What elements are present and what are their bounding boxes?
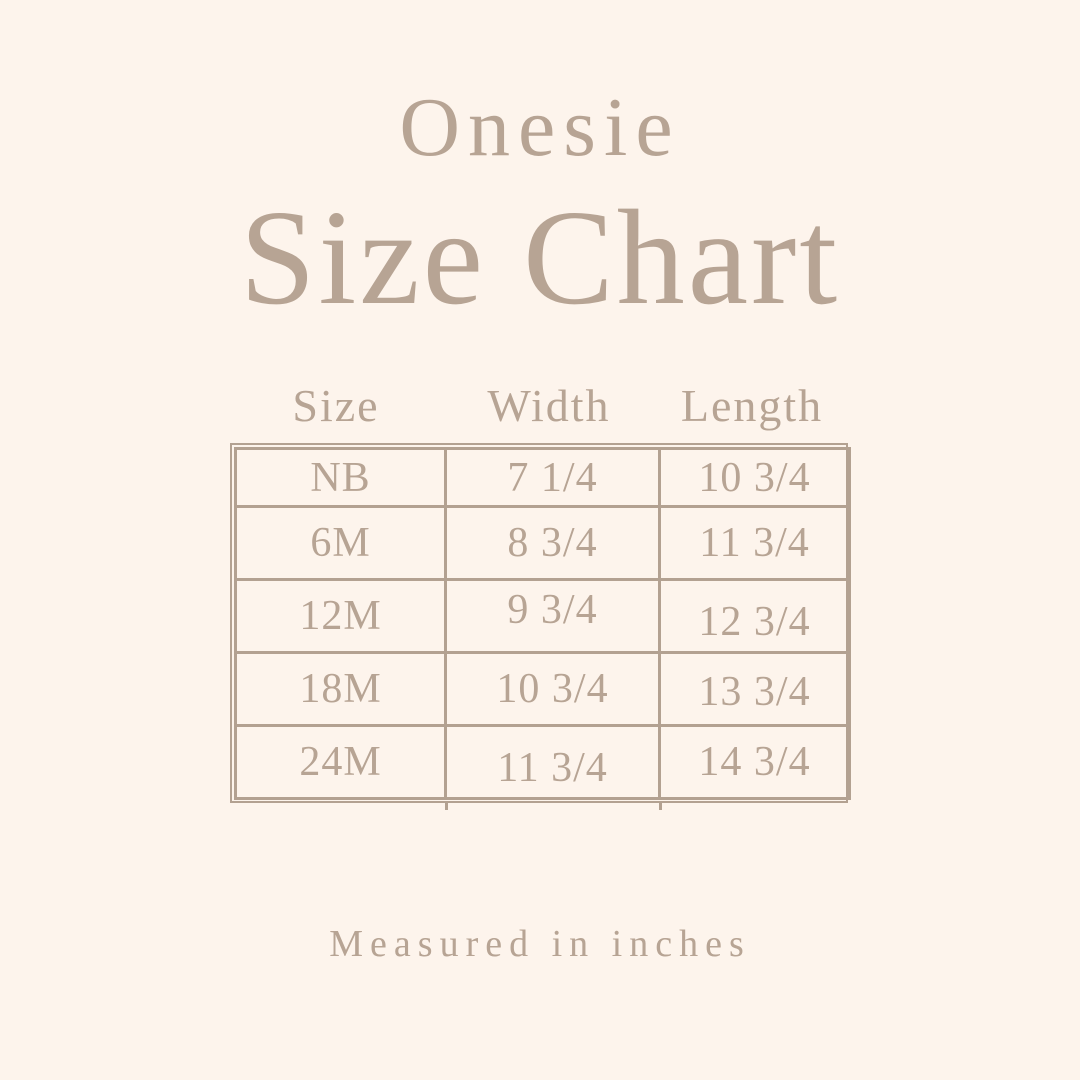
table-column-headers: Size Width Length — [230, 378, 848, 433]
table-row: NB 7 1/4 10 3/4 — [234, 447, 851, 508]
cell-size: 6M — [234, 505, 447, 581]
cell-length: 13 3/4 — [658, 654, 851, 730]
column-header-width: Width — [487, 380, 611, 431]
table-row: 24M 11 3/4 14 3/4 — [234, 724, 851, 806]
cell-length: 14 3/4 — [658, 724, 851, 800]
poster-title: Size Chart — [239, 183, 841, 333]
table-row: 18M 10 3/4 13 3/4 — [234, 651, 851, 730]
column-header-length: Length — [680, 380, 824, 431]
column-separator-overhang — [659, 801, 662, 810]
cell-width: 10 3/4 — [444, 651, 661, 727]
table-row: 6M 8 3/4 11 3/4 — [234, 505, 851, 581]
cell-size: 24M — [234, 724, 447, 800]
cell-size: NB — [234, 447, 447, 508]
size-table-frame: NB 7 1/4 10 3/4 6M 8 3/4 11 3/4 12M 9 3/… — [230, 443, 851, 810]
column-separator-overhang — [445, 801, 448, 810]
cell-size: 18M — [234, 651, 447, 727]
cell-width: 11 3/4 — [444, 730, 661, 806]
poster-subtitle: Onesie — [399, 81, 681, 174]
cell-length: 10 3/4 — [658, 447, 851, 508]
cell-length: 11 3/4 — [658, 505, 851, 581]
cell-width: 7 1/4 — [444, 447, 661, 508]
cell-size: 12M — [234, 578, 447, 654]
size-table: NB 7 1/4 10 3/4 6M 8 3/4 11 3/4 12M 9 3/… — [234, 447, 851, 806]
measurement-note: Measured in inches — [329, 923, 751, 965]
cell-width: 8 3/4 — [444, 505, 661, 581]
column-header-size: Size — [292, 380, 380, 431]
table-row: 12M 9 3/4 12 3/4 — [234, 572, 851, 660]
cell-width: 9 3/4 — [444, 572, 661, 648]
cell-length: 12 3/4 — [658, 584, 851, 660]
